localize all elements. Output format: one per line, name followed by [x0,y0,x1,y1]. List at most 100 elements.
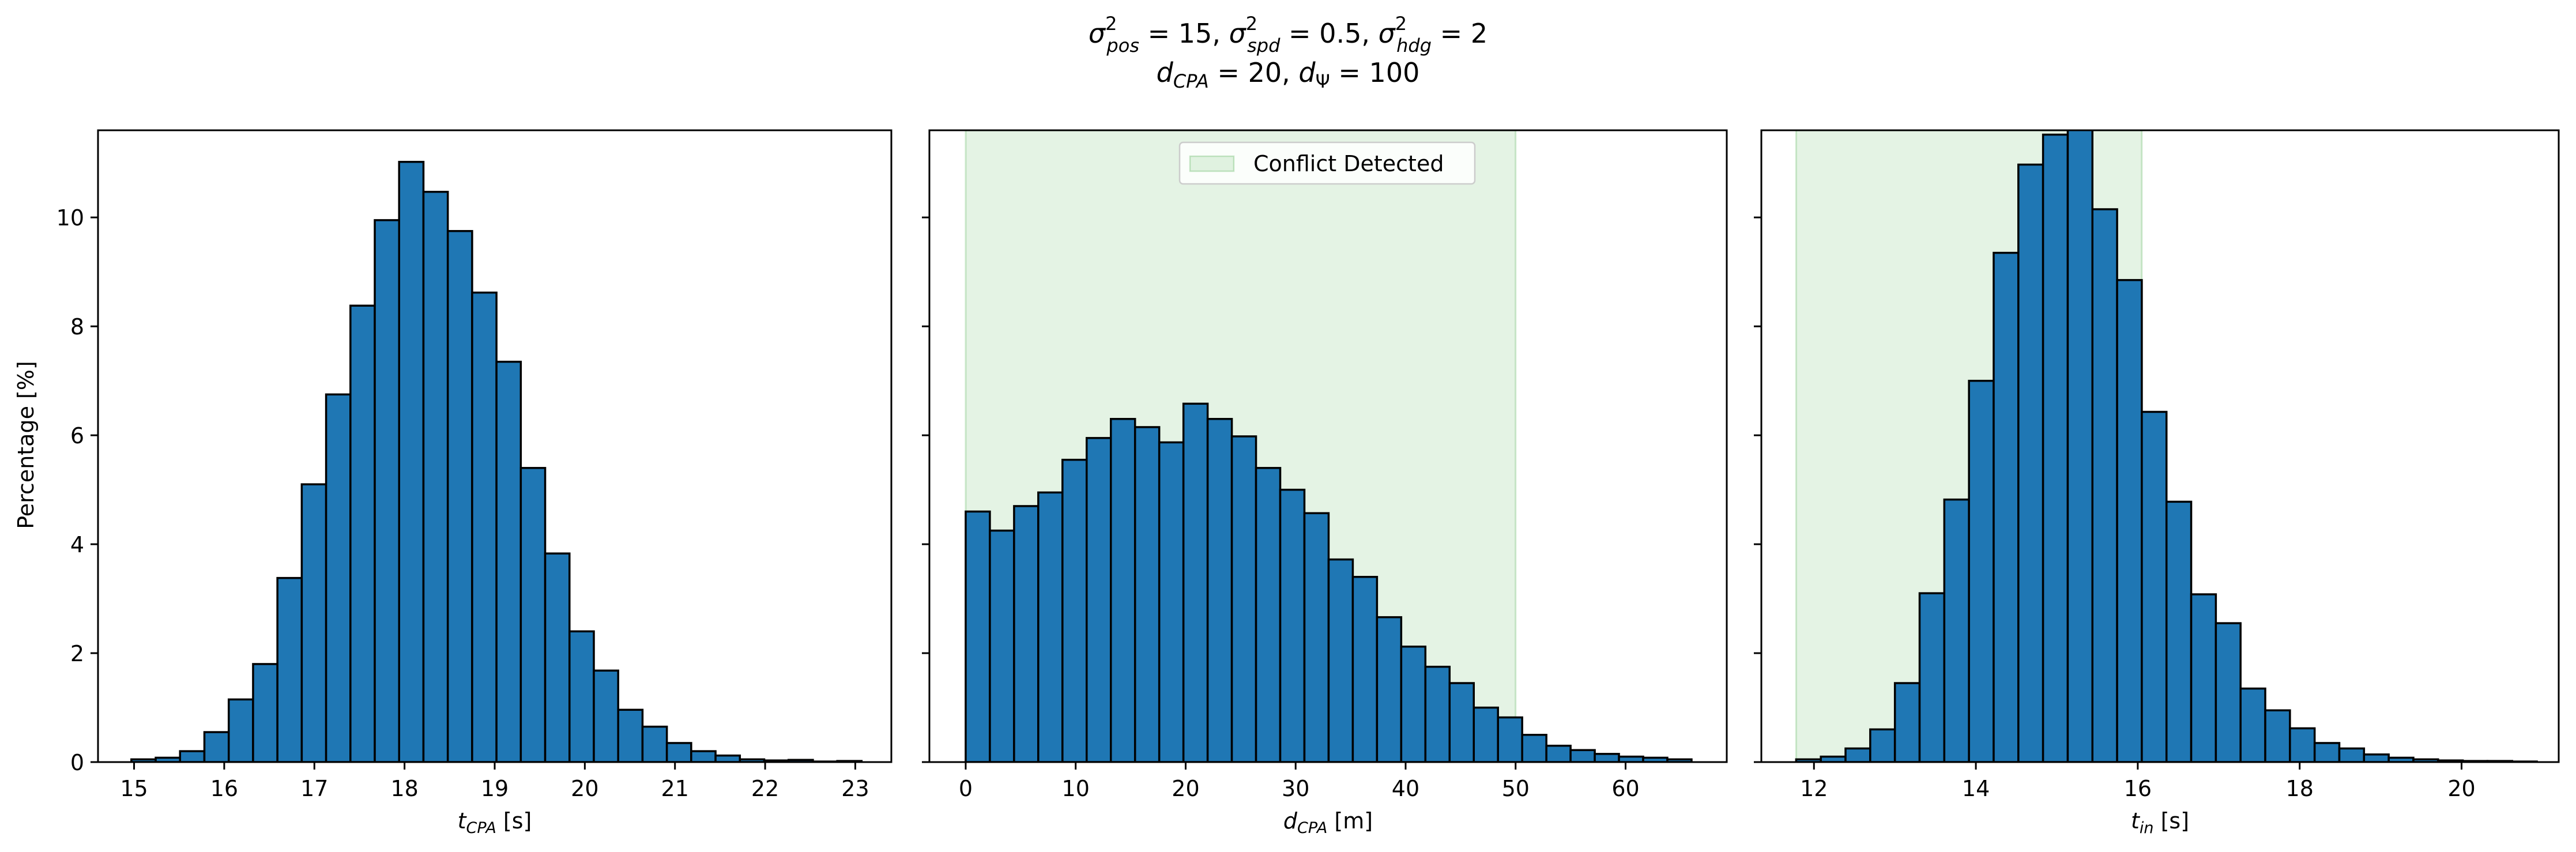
x-tick-label: 30 [1282,776,1309,801]
histogram-bar [1061,458,1088,762]
histogram-bar [2264,709,2291,762]
histogram-bar [300,483,327,762]
histogram-bar [519,467,547,762]
histogram-bar [2165,500,2193,762]
axes-frame [928,129,1728,763]
y-tick-label: 10 [57,205,84,231]
histogram-bar [374,219,401,762]
histogram-bar [1086,437,1112,762]
histogram-bar [203,731,230,762]
histogram-bar [1424,665,1451,762]
y-tick-label: 0 [70,750,84,775]
x-tick-label: 16 [2124,776,2152,801]
x-tick-label: 19 [481,776,509,801]
subplot-1: 15 16 17 18 19 20 21 22 23 0 2 4 6 8 10 tCPA [s] [57,129,892,837]
y-tick-label: 4 [70,532,84,557]
x-tick-label: 40 [1392,776,1419,801]
histogram-bar [1279,488,1306,762]
legend: Conflict Detected [1178,141,1476,185]
histogram-bar [1303,512,1330,762]
histogram-bar [1844,747,1871,762]
histogram-bar [2338,747,2366,762]
histogram-bar [1327,558,1354,762]
histogram-bar [2190,593,2217,762]
histogram-bar [1545,744,1572,762]
x-tick-label: 20 [571,776,598,801]
histogram-bar [1376,616,1403,762]
histogram-bar [568,630,595,762]
subplot-3: 12 14 16 18 20 tin [s] [1754,129,2560,837]
histogram-bar [2363,753,2390,762]
axes-frame [1760,129,2560,763]
histogram-bar [349,304,376,762]
histogram-bar [665,742,692,762]
histogram-bar [398,161,425,762]
histogram-bar [2042,133,2069,762]
x-tick-label: 60 [1611,776,1639,801]
histogram-bar [1594,753,1620,762]
histogram-bar [1448,682,1475,762]
histogram-bar [252,663,278,762]
histogram-bar [2091,208,2118,762]
histogram-bar [1013,505,1040,762]
x-tick-label: 20 [2447,776,2475,801]
histogram-bar [1968,379,1995,762]
x-axis-label: tCPA [s] [458,808,532,837]
x-axis-label: tin [s] [2131,808,2189,837]
histogram-bar [1133,426,1161,762]
x-tick-label: 50 [1502,776,1530,801]
histogram-bar [1666,758,1693,762]
x-tick-label: 18 [2286,776,2314,801]
x-tick-label: 22 [751,776,779,801]
histogram-bar [2239,687,2266,762]
histogram-bar [1869,728,1896,762]
histogram-bar [179,750,206,762]
x-tick-label: 15 [120,776,148,801]
subplot-container: 15 16 17 18 19 20 21 22 23 0 2 4 6 8 10 tCPA [s] 0 10 20 30… [57,129,2560,837]
histogram-bar [2116,279,2143,762]
histogram-bar [2289,727,2316,762]
histogram-bar [965,510,991,762]
x-tick-label: 21 [661,776,689,801]
histogram-bar [1182,402,1209,762]
histogram-bar [989,529,1015,762]
histogram-bar [1918,592,1946,762]
histogram-bar [1110,418,1136,762]
histogram-bar [1893,682,1921,762]
subplot-2: 0 10 20 30 40 50 60 dCPA [m] Conflict Detected [922,129,1728,837]
histogram-bar [2066,130,2094,762]
histogram-bar [2313,742,2341,762]
histogram-bar [325,393,352,762]
x-tick-label: 20 [1172,776,1199,801]
histogram-bar [227,698,254,762]
histogram-bar [1230,435,1257,762]
histogram-bar [1400,645,1427,762]
x-tick-label: 10 [1062,776,1090,801]
legend-swatch [1189,155,1235,172]
histogram-bar [2017,163,2044,762]
x-tick-label: 18 [390,776,418,801]
plot-area [1795,130,2538,762]
x-tick-label: 17 [300,776,328,801]
x-tick-label: 23 [841,776,869,801]
histogram-bar [471,291,498,762]
histogram-bar [2215,622,2242,762]
histogram-bar [593,669,619,762]
histogram-bar [495,360,522,762]
histogram-bar [1521,734,1547,762]
legend-label: Conflict Detected [1253,151,1444,176]
histogram-bar [1351,576,1379,762]
histogram-bar [690,750,717,762]
histogram-bar [1569,749,1596,762]
x-axis-label: dCPA [m] [1283,808,1373,837]
histogram-bar [1993,251,2020,762]
plot-area [130,161,863,762]
histogram-bar [617,708,644,762]
histogram-bar [1158,441,1185,762]
histogram-bar [422,191,449,762]
histogram-bar [544,552,571,762]
histogram-bar [1472,706,1499,762]
y-axis-label: Percentage [%] [13,361,39,529]
x-tick-label: 16 [210,776,238,801]
